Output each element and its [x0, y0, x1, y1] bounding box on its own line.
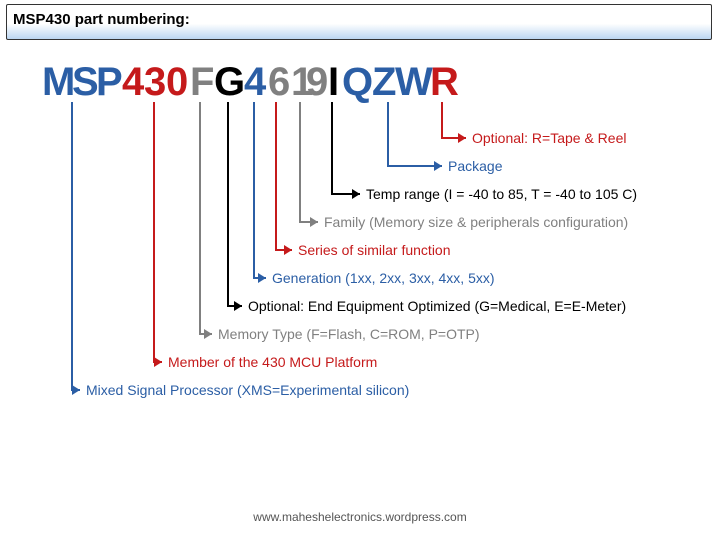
- part-letter-15: W: [395, 62, 433, 102]
- callout-generation: Generation (1xx, 2xx, 3xx, 4xx, 5xx): [272, 270, 495, 286]
- part-letter-8: 4: [244, 62, 266, 102]
- part-letter-2: P: [96, 62, 123, 102]
- callout-endequip: Optional: End Equipment Optimized (G=Med…: [248, 298, 626, 314]
- part-letter-1: S: [72, 62, 99, 102]
- header-title: MSP430 part numbering:: [13, 11, 190, 28]
- part-letter-7: G: [214, 62, 245, 102]
- callout-series: Series of similar function: [298, 242, 451, 258]
- part-letter-6: F: [190, 62, 214, 102]
- footer-url: www.maheshelectronics.wordpress.com: [0, 510, 720, 524]
- callout-family: Family (Memory size & peripherals config…: [324, 214, 628, 230]
- part-letter-5: 0: [166, 62, 188, 102]
- part-letter-11: 9: [306, 62, 328, 102]
- part-letter-12: I: [328, 62, 339, 102]
- header-panel: MSP430 part numbering:: [6, 4, 712, 40]
- callout-package: Package: [448, 158, 502, 174]
- part-letter-14: Z: [372, 62, 396, 102]
- part-letter-3: 4: [122, 62, 144, 102]
- part-letter-0: M: [42, 62, 75, 102]
- callout-reel: Optional: R=Tape & Reel: [472, 130, 626, 146]
- callout-memtype: Memory Type (F=Flash, C=ROM, P=OTP): [218, 326, 480, 342]
- part-letter-4: 3: [144, 62, 166, 102]
- part-letter-9: 6: [268, 62, 290, 102]
- part-letter-16: R: [430, 62, 459, 102]
- callout-member: Member of the 430 MCU Platform: [168, 354, 377, 370]
- callout-msp: Mixed Signal Processor (XMS=Experimental…: [86, 382, 409, 398]
- callout-temp: Temp range (I = -40 to 85, T = -40 to 10…: [366, 186, 637, 202]
- part-letter-13: Q: [342, 62, 373, 102]
